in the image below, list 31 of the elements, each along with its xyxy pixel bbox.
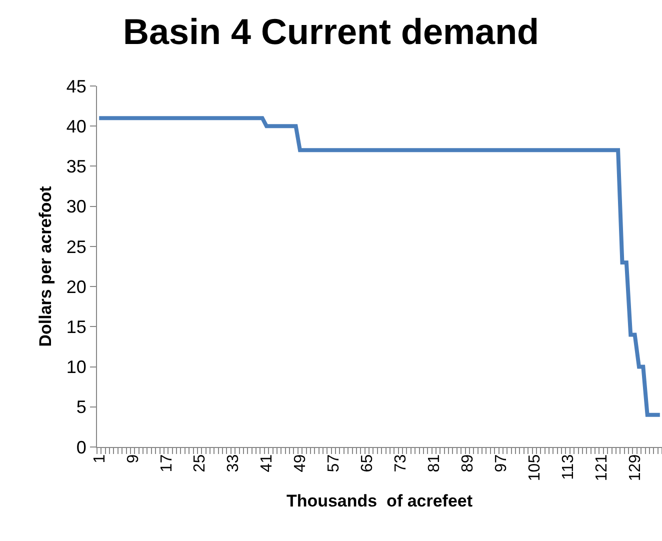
x-axis-title: Thousands of acrefeet [286,492,473,511]
y-tick-label: 40 [66,116,86,136]
x-tick-label: 17 [158,454,176,472]
y-tick-label: 45 [66,76,86,96]
x-tick-label: 89 [460,454,477,472]
x-tick-label: 129 [627,454,644,482]
y-tick-label: 35 [66,156,86,177]
x-tick-label: 65 [359,454,376,472]
x-tick-label: 9 [124,454,142,464]
x-tick-label: 73 [392,454,410,472]
y-tick-label: 10 [66,357,86,378]
y-tick-label: 15 [66,316,86,337]
y-tick-label: 25 [66,236,86,257]
x-tick-label: 121 [594,454,611,482]
x-tick-label: 105 [526,454,544,482]
line-series [97,116,662,417]
x-tick-label: 57 [326,454,343,472]
x-tick-label: 33 [225,454,242,472]
y-axis-title: Dollars per acrefoot [36,186,55,347]
y-tick-label: 0 [76,437,86,458]
y-tick-label: 5 [76,397,86,418]
x-tick-label: 113 [560,454,578,480]
x-tick-label: 1 [91,454,108,464]
chart-title: Basin 4 Current demand [122,11,540,52]
y-tick-label: 20 [66,276,86,297]
x-tick-label: 49 [292,454,310,472]
x-tick-label: 41 [258,454,276,472]
y-tick-label: 30 [66,196,86,217]
x-tick-label: 25 [192,454,209,472]
x-tick-label: 97 [493,454,510,472]
x-tick-label: 81 [426,454,444,472]
